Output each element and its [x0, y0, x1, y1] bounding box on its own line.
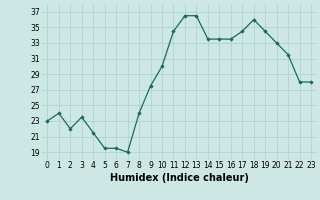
X-axis label: Humidex (Indice chaleur): Humidex (Indice chaleur) — [110, 173, 249, 183]
